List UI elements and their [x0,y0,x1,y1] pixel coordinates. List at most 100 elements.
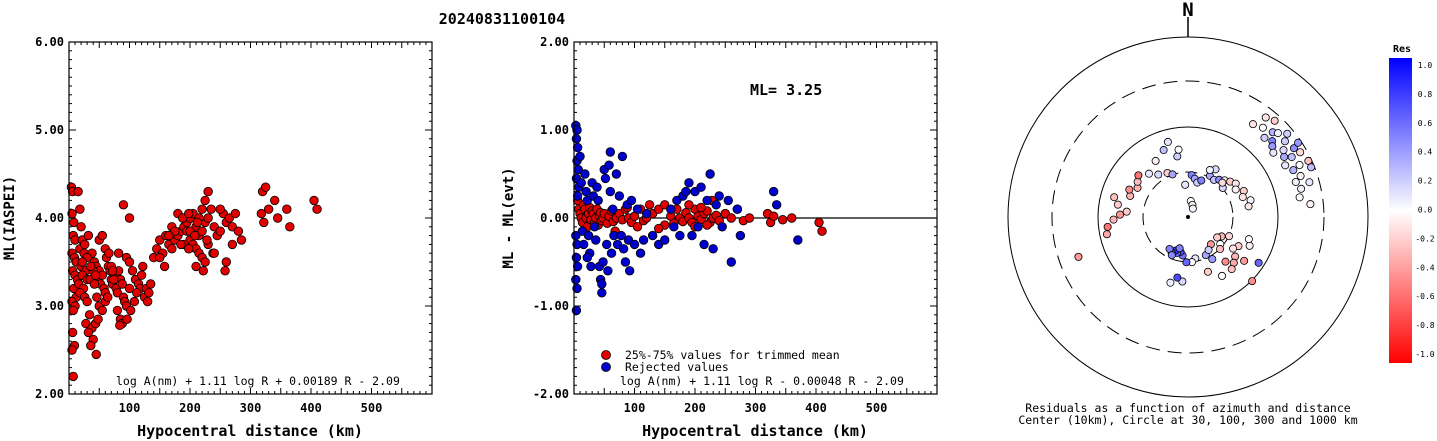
panel1-data-point [124,283,135,294]
polar-station-point [1221,257,1230,266]
polar-station-point [1289,166,1298,175]
polar-station-point [1168,170,1177,179]
panel1-data-point [104,248,114,258]
polar-station-point [1154,170,1163,179]
panel1-data-point [107,266,118,276]
panel1-data-point [103,292,113,302]
panel1-data-point [198,266,209,276]
panel2-data-point [726,213,737,223]
panel1-data-point [184,244,194,254]
ml-annotation: ML= 3.25 [750,81,822,99]
polar-station-point [1213,233,1222,242]
polar-station-point [1249,120,1258,129]
panel2-data-point [654,223,664,234]
panel1-y-tick-label: 3.00 [35,299,64,313]
colorbar-tick-label: -1.0 [1415,350,1434,359]
panel2-data-point [711,200,721,210]
panel2-data-point [647,230,658,241]
panel1-x-tick-label: 400 [300,401,322,415]
panel1-data-point [109,274,119,285]
polar-station-point [1307,163,1316,172]
panel1-data-point [75,204,85,214]
panel2-data-point [606,248,617,258]
panel1-data-point [86,261,96,272]
panel1-data-point [83,230,94,241]
panel1-data-point [73,186,83,197]
panel2-data-point [572,283,582,294]
panel2-data-point [604,160,614,170]
polar-station-point [1203,267,1212,276]
panel1-data-point [203,186,213,197]
panel1-data-point [236,235,247,245]
panel2-data-point [817,226,827,236]
polar-station-point [1173,273,1182,282]
polar-station-point [1103,222,1112,231]
panel2-x-tick-label: 500 [866,401,888,415]
panel1-data-point [215,226,225,236]
colorbar-tick-label: -0.6 [1415,292,1434,301]
panel1-data-point [97,230,107,241]
panel1-data-point [167,244,177,254]
polar-station-point [1258,123,1267,132]
polar-station-point [1188,204,1197,213]
panel1-data-point [91,349,101,360]
panel1-data-point [80,239,90,250]
polar-station-point [1270,116,1279,125]
polar-station-point [1181,180,1190,189]
polar-station-point [1218,178,1227,187]
panel1-data-point [68,305,78,316]
polar-station-point [1159,146,1168,155]
polar-station-point [1208,255,1217,264]
panel1-data-point [233,226,244,236]
panel1-x-tick-label: 300 [240,401,262,415]
panel1-data-point [259,217,269,228]
panel1-data-point [230,208,241,219]
panel2-data-point [583,230,594,241]
panel1-data-point [215,204,225,214]
panel2-data-point [597,288,607,298]
colorbar-tick-label: -0.4 [1415,263,1434,272]
panel1-data-point [124,257,135,267]
polar-station-point [1254,258,1263,267]
panel1-data-point [83,327,94,338]
panel2-data-point [693,222,703,232]
panel2-data-point [638,235,649,245]
panel1-data-point [203,213,213,223]
panel1-x-tick-label: 200 [179,401,201,415]
polar-station-point [1245,241,1254,250]
panel2-data-point [632,222,643,232]
polar-station-point [1231,185,1240,194]
polar-station-point [1305,178,1314,187]
panel2-data-point [696,202,706,213]
polar-station-point [1163,137,1172,146]
polar-station-point [1197,176,1206,185]
polar-station-point [1151,156,1160,165]
panel1-y-tick-label: 2.00 [35,387,64,401]
panel2-data-point [605,186,616,197]
panel1-data-point [220,266,230,276]
panel2-data-point [582,252,593,263]
panel1-data-point [77,257,88,267]
panel2-data-point [575,151,585,162]
panel1-data-point [68,371,78,382]
panel2-data-point [620,257,631,267]
panel2-data-point [614,191,625,201]
polar-station-point [1205,166,1214,175]
panel1-data-point [164,230,174,241]
polar-station-point [1173,152,1182,161]
colorbar-tick-label: 0.0 [1418,206,1433,215]
panel2-data-point [641,208,652,219]
polar-station-point [1244,235,1253,244]
panel2-data-point [589,222,600,232]
colorbar-tick-label: 0.2 [1418,177,1433,186]
panel2-data-point [618,244,629,254]
panel2-data-point [580,169,590,179]
panel2-x-tick-label: 100 [624,401,646,415]
panel2-data-point [787,213,797,223]
panel2-data-point [726,257,737,267]
panel1-data-point [84,310,95,320]
panel1-data-point [145,279,156,289]
colorbar-tick-labels: 1.0 0.8 0.6 0.4 0.2 0.0 -0.2 -0.4 -0.6 -0.8 -1.0 [1415,61,1434,359]
polar-station-point [1280,137,1289,146]
